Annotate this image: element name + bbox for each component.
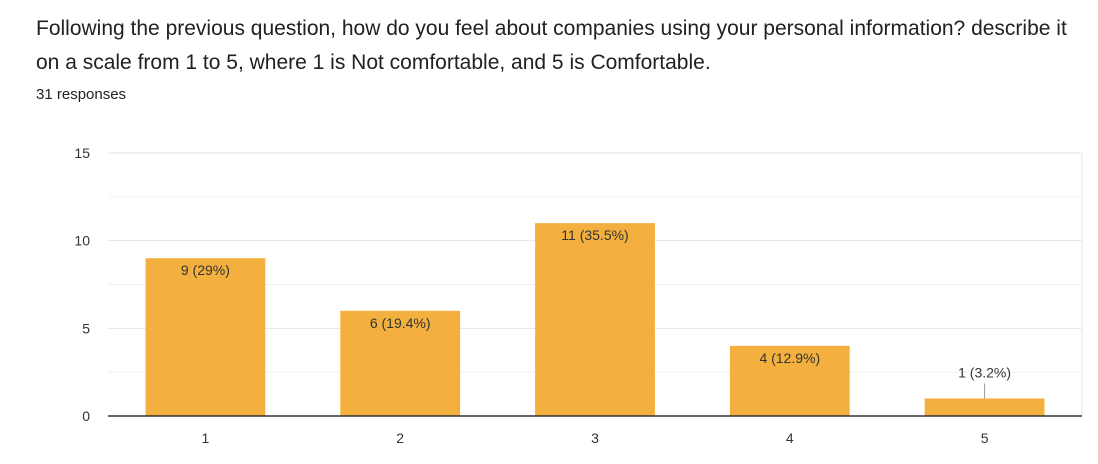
y-tick-label: 10 bbox=[74, 233, 90, 249]
bar bbox=[535, 223, 655, 416]
data-label: 1 (3.2%) bbox=[958, 364, 1011, 380]
x-tick-label: 3 bbox=[591, 430, 599, 446]
bar bbox=[340, 310, 461, 416]
x-tick-label: 5 bbox=[981, 430, 989, 446]
bar bbox=[924, 398, 1045, 416]
data-label: 4 (12.9%) bbox=[759, 350, 820, 366]
y-tick-label: 5 bbox=[82, 320, 90, 336]
data-label: 11 (35.5%) bbox=[561, 227, 628, 243]
question-title: Following the previous question, how do … bbox=[36, 17, 1067, 74]
data-label: 6 (19.4%) bbox=[370, 315, 431, 331]
x-tick-label: 2 bbox=[396, 430, 404, 446]
data-label: 9 (29%) bbox=[181, 262, 230, 278]
bar bbox=[729, 345, 850, 416]
y-tick-label: 0 bbox=[82, 408, 90, 424]
y-tick-label: 15 bbox=[74, 145, 90, 161]
response-count: 31 responses bbox=[36, 86, 127, 103]
x-tick-label: 4 bbox=[786, 430, 794, 446]
x-tick-label: 1 bbox=[202, 430, 210, 446]
bar bbox=[145, 258, 266, 416]
